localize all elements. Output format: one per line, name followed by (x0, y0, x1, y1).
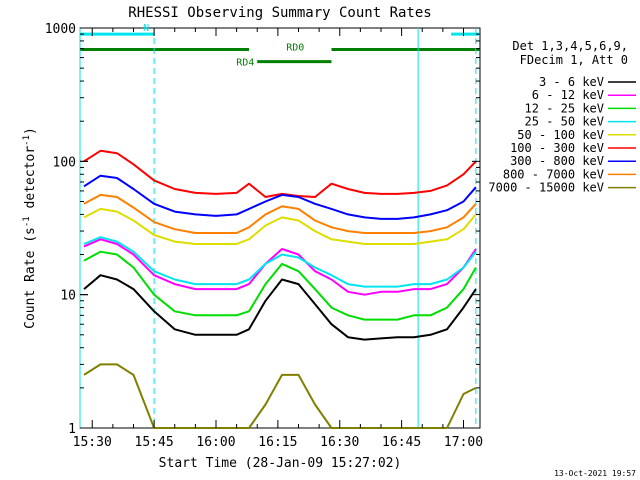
plot-area: N RD0 RD4 (79, 23, 481, 429)
flag-label-n: N (143, 23, 149, 34)
plot-frame (79, 27, 481, 429)
x-axis-title: Start Time (28-Jan-09 15:27:02) (159, 456, 402, 471)
flags-layer: N RD0 RD4 (80, 23, 480, 69)
series-layer (83, 149, 477, 429)
legend-label: 25 - 50 keV (525, 115, 604, 129)
series-line (83, 207, 477, 245)
x-tick-label: 16:30 (320, 435, 359, 450)
series-line (83, 274, 477, 341)
legend-label: 6 - 12 keV (532, 88, 604, 102)
legend-header-line: Det 1,3,4,5,6,9, (512, 39, 628, 53)
x-tick-label: 16:00 (196, 435, 235, 450)
x-tick-label: 16:15 (258, 435, 297, 450)
series-line (83, 193, 477, 234)
x-tick-label: 15:30 (73, 435, 112, 450)
legend-label: 300 - 800 keV (510, 154, 604, 168)
y-tick-label: 1000 (45, 22, 76, 37)
y-axis-title-part: Count Rate (s (23, 227, 38, 329)
x-tick-label: 15:45 (135, 435, 174, 450)
time-markers (79, 28, 477, 428)
flag-label-rd0: RD0 (286, 42, 304, 53)
x-tick-label: 16:45 (382, 435, 421, 450)
legend: Det 1,3,4,5,6,9, FDecim 1, Att 0 3 - 6 k… (488, 39, 636, 195)
series-line (83, 174, 477, 220)
legend-label: 12 - 25 keV (525, 101, 604, 115)
legend-label: 100 - 300 keV (510, 141, 604, 155)
y-tick-label: 10 (60, 289, 76, 304)
y-axis-title-part: ) (23, 127, 38, 135)
y-tick-label: 100 (53, 155, 76, 170)
footer-timestamp: 13-Oct-2021 19:57 (554, 469, 636, 478)
chart-title: RHESSI Observing Summary Count Rates (128, 5, 431, 21)
legend-header-line: FDecim 1, Att 0 (520, 53, 628, 67)
legend-label: 7000 - 15000 keV (488, 181, 604, 195)
legend-label: 3 - 6 keV (539, 75, 604, 89)
series-line (83, 236, 477, 288)
y-axis-title-exp: -1 (22, 135, 32, 146)
y-axis-title-part: detector (23, 146, 38, 217)
y-axis-title: Count Rate (s-1 detector-1) (22, 127, 38, 329)
legend-label: 50 - 100 keV (517, 128, 604, 142)
y-tick-label: 1 (68, 422, 76, 437)
legend-label: 800 - 7000 keV (503, 167, 604, 181)
series-line (83, 250, 477, 321)
y-axis-title-exp: -1 (22, 216, 32, 227)
series-line (83, 238, 477, 296)
series-line (83, 149, 477, 198)
x-tick-label: 17:00 (444, 435, 483, 450)
y-axis: 1 10 100 1000 (45, 22, 480, 437)
series-line (83, 363, 477, 429)
x-axis: 15:30 15:45 16:00 16:15 16:30 16:45 17:00 (73, 28, 483, 450)
flag-label-rd4: RD4 (236, 58, 254, 69)
